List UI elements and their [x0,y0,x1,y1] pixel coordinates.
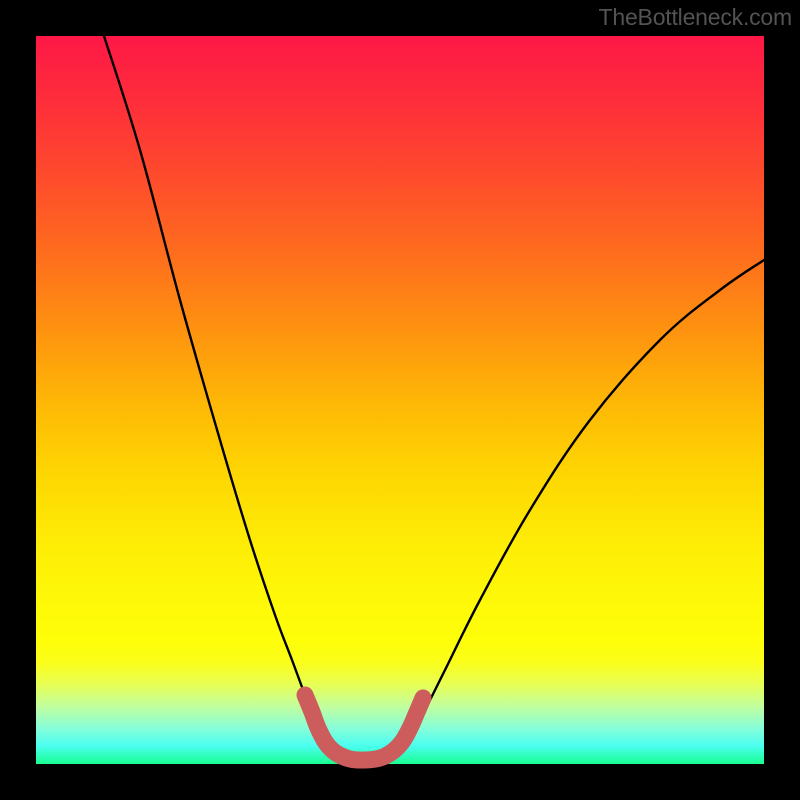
plot-background [36,36,764,764]
watermark-text: TheBottleneck.com [599,4,792,31]
chart-root: TheBottleneck.com [0,0,800,800]
bottleneck-chart [0,0,800,800]
